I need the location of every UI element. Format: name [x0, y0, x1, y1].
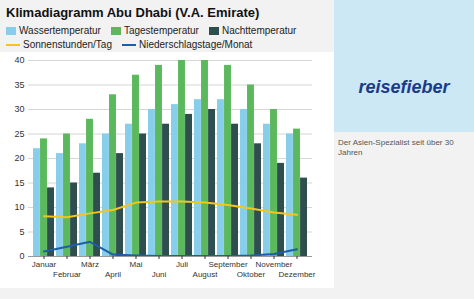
- svg-text:Januar: Januar: [32, 260, 57, 269]
- html-text:Sonnenstunden/Tag: Sonnenstunden/Tag: [23, 39, 112, 50]
- html-text:Klimadiagramm Abu Dhabi (V.A.: Klimadiagramm Abu Dhabi (V.A. Emirate): [6, 5, 260, 20]
- svg-text:5: 5: [19, 227, 24, 237]
- svg-text:März: März: [81, 260, 99, 269]
- html-text:Wassertemperatur: Wassertemperatur: [19, 25, 101, 36]
- svg-text:Oktober: Oktober: [237, 270, 266, 279]
- svg-text:April: April: [105, 270, 121, 279]
- svg-text:30: 30: [14, 104, 24, 114]
- html-text:Nachttemperatur: Nachttemperatur: [221, 25, 297, 36]
- svg-text:Juli: Juli: [176, 260, 188, 269]
- html-text:Der Asien-Spezialist seit über: Der Asien-Spezialist seit über 30 Jahren: [338, 138, 454, 158]
- html-text:Niederschlagstage/Monat: Niederschlagstage/Monat: [139, 39, 253, 50]
- svg-text:35: 35: [14, 80, 24, 90]
- svg-text:10: 10: [14, 202, 24, 212]
- svg-text:Mai: Mai: [130, 260, 143, 269]
- svg-text:25: 25: [14, 129, 24, 139]
- svg-text:Juni: Juni: [152, 270, 167, 279]
- svg-text:15: 15: [14, 178, 24, 188]
- svg-text:20: 20: [14, 153, 24, 163]
- svg-text:August: August: [193, 270, 219, 279]
- html-text:reisefieber: reisefieber: [358, 77, 450, 97]
- svg-text:40: 40: [14, 55, 24, 65]
- svg-text:Dezember: Dezember: [279, 270, 316, 279]
- html-text:Tagestemperatur: Tagestemperatur: [123, 25, 199, 36]
- svg-text:Februar: Februar: [53, 270, 81, 279]
- svg-text:November: November: [256, 260, 293, 269]
- svg-text:September: September: [208, 260, 247, 269]
- svg-text:0: 0: [19, 251, 24, 261]
